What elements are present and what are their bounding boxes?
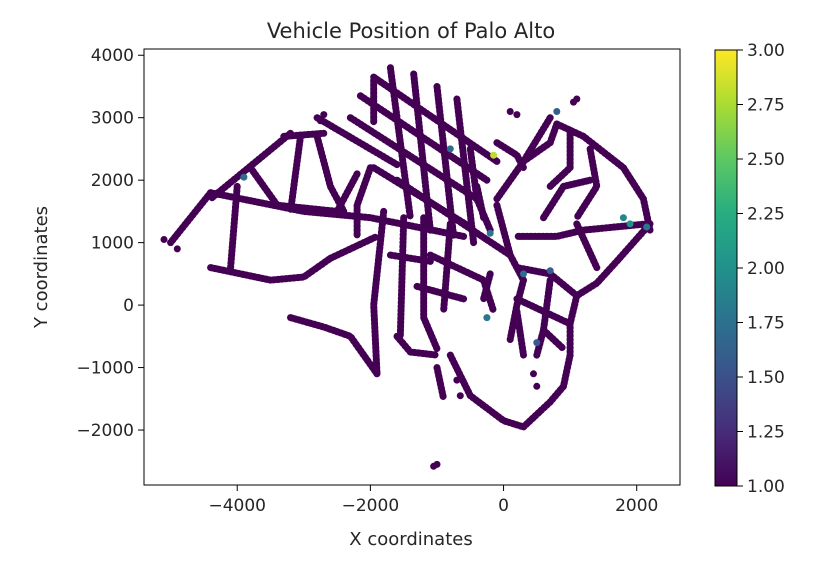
road-segment-48 — [540, 326, 567, 353]
x-tick-label-3: 2000 — [615, 496, 658, 516]
colorbar — [714, 49, 738, 487]
road-segment-43 — [513, 220, 654, 300]
data-point-6 — [570, 98, 577, 106]
plot-frame — [143, 48, 681, 486]
data-point-17 — [520, 270, 527, 278]
road-segment-29 — [386, 251, 434, 265]
y-tick-label-1: −1000 — [76, 359, 134, 379]
road-segment-45 — [513, 295, 574, 328]
data-point-25 — [553, 108, 561, 115]
road-segment-21 — [207, 254, 334, 284]
road-segment-23 — [287, 314, 381, 378]
chart-title: Vehicle Position of Palo Alto — [267, 19, 555, 43]
road-segment-47 — [513, 307, 527, 359]
road-segment-38 — [553, 120, 654, 234]
data-point-10 — [316, 117, 324, 125]
road-segment-39 — [493, 114, 554, 203]
road-segment-31 — [426, 251, 498, 315]
colorbar-tick-label-3: 1.75 — [747, 314, 785, 334]
data-layer — [160, 64, 654, 470]
data-point-13 — [530, 370, 537, 378]
y-tick-label-5: 3000 — [91, 109, 134, 129]
data-point-2 — [160, 236, 168, 243]
data-point-14 — [533, 382, 541, 390]
data-point-23 — [643, 223, 651, 231]
road-segment-24 — [370, 207, 388, 378]
x-axis-label: X coordinates — [349, 529, 472, 550]
road-segment-17 — [287, 132, 304, 215]
x-tick-label-2: 0 — [498, 496, 509, 516]
data-point-26 — [490, 151, 498, 159]
y-tick-label-4: 2000 — [91, 171, 134, 191]
data-point-19 — [483, 314, 491, 322]
x-tick-label-0: −4000 — [208, 496, 266, 516]
data-point-0 — [167, 239, 175, 247]
colorbar-tick-label-8: 3.00 — [747, 41, 785, 61]
data-point-24 — [240, 173, 248, 181]
road-segment-52 — [480, 270, 494, 303]
road-segment-30 — [413, 282, 468, 303]
data-point-18 — [546, 267, 554, 275]
data-point-21 — [619, 214, 627, 222]
data-point-22 — [626, 220, 634, 228]
colorbar-tick-label-0: 1.00 — [747, 477, 785, 497]
road-segment-3 — [386, 64, 414, 222]
y-tick-label-0: −2000 — [76, 421, 134, 441]
road-segment-2 — [346, 114, 481, 203]
data-point-11 — [453, 376, 461, 384]
data-point-7 — [506, 108, 514, 115]
colorbar-tick-label-5: 2.25 — [747, 205, 785, 225]
data-point-20 — [533, 339, 541, 347]
road-segment-20 — [227, 182, 241, 272]
data-point-15 — [446, 145, 454, 153]
colorbar-ticks: 1.00 1.25 1.50 1.75 2.00 2.25 2.50 2.75 3.00 — [737, 41, 785, 497]
road-segment-41 — [573, 145, 601, 222]
data-point-9 — [320, 111, 328, 119]
road-segment-32 — [433, 364, 448, 403]
x-tick-label-1: −2000 — [342, 496, 400, 516]
colorbar-tick-label-1: 1.25 — [747, 423, 785, 443]
y-axis-ticks: −2000 −1000 0 1000 2000 3000 4000 — [76, 46, 144, 441]
road-segment-6 — [453, 95, 478, 247]
data-point-1 — [173, 245, 181, 253]
data-point-8 — [513, 111, 521, 119]
road-segment-27 — [420, 214, 441, 353]
y-tick-label-2: 0 — [123, 296, 134, 316]
road-segment-8 — [313, 114, 401, 169]
road-segment-50 — [540, 176, 594, 222]
road-segment-51 — [473, 182, 488, 222]
road-segment-22 — [326, 232, 381, 262]
colorbar-tick-label-6: 2.50 — [747, 150, 785, 170]
road-segment-18 — [207, 189, 468, 240]
road-segment-16 — [333, 170, 361, 215]
road-segment-13 — [167, 189, 215, 247]
y-tick-label-6: 4000 — [91, 46, 134, 66]
data-point-4 — [430, 462, 438, 470]
road-segment-44 — [520, 292, 581, 431]
road-segment-37 — [520, 120, 561, 165]
road-segment-10 — [393, 176, 514, 259]
road-segment-49 — [573, 220, 601, 272]
data-point-12 — [456, 392, 464, 400]
x-axis-ticks: −4000 −2000 0 2000 — [208, 485, 658, 516]
colorbar-tick-label-2: 1.50 — [747, 368, 785, 388]
y-axis-label: Y coordinates — [31, 206, 52, 329]
road-segment-26 — [393, 332, 441, 359]
colorbar-tick-label-4: 2.00 — [747, 259, 785, 279]
data-point-16 — [486, 229, 494, 237]
colorbar-tick-label-7: 2.75 — [747, 96, 785, 116]
road-segment-33 — [446, 351, 527, 431]
road-segment-25 — [396, 214, 408, 340]
road-segment-40 — [546, 126, 574, 190]
road-segment-42 — [513, 220, 651, 240]
y-tick-label-3: 1000 — [91, 234, 134, 254]
road-segment-19 — [353, 164, 374, 240]
